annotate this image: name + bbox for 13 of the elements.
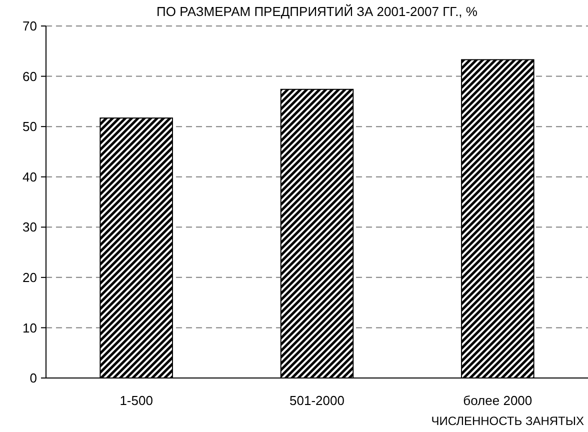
y-tick-label: 40 [22, 169, 37, 184]
y-tick-label: 70 [22, 18, 37, 34]
y-tick-label: 50 [22, 119, 37, 134]
x-tick-label: 501-2000 [290, 393, 344, 408]
x-tick-label: 1-500 [120, 393, 153, 408]
chart-title: ПО РАЗМЕРАМ ПРЕДПРИЯТИЙ ЗА 2001-2007 ГГ., % [156, 4, 478, 19]
y-tick-label: 0 [30, 370, 37, 386]
y-tick-label: 60 [22, 68, 37, 84]
x-tick-label: более 2000 [463, 393, 532, 408]
y-tick-label: 10 [22, 320, 37, 336]
y-tick-label: 20 [22, 270, 37, 285]
y-tick-label: 30 [22, 220, 37, 235]
x-axis-title: ЧИСЛЕННОСТЬ ЗАНЯТЫХ [431, 414, 584, 428]
